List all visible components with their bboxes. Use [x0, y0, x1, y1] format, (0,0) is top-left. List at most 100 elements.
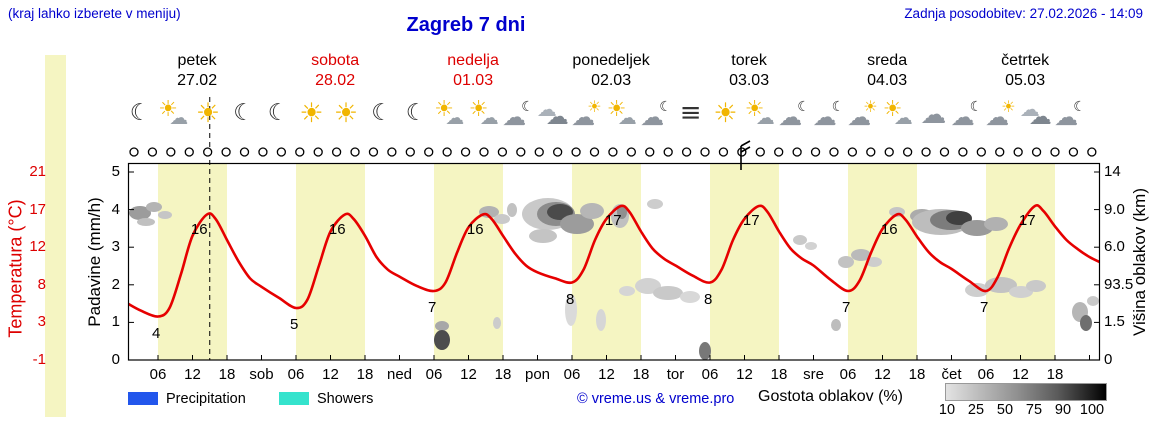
- density-tick: 25: [967, 402, 985, 418]
- cloud-moon-glyph: ☾: [831, 99, 845, 115]
- day-header: nedelja 01.03: [413, 52, 533, 90]
- day-name: ponedeljek: [572, 52, 650, 69]
- temperature-tick: 8: [37, 275, 46, 293]
- moon-glyph: ☾: [233, 100, 254, 126]
- time-tick: 18: [494, 366, 512, 383]
- clouds-glyph: ☁: [536, 97, 557, 121]
- sun-icon: ☀: [709, 99, 745, 135]
- day-date: 05.03: [1005, 72, 1046, 89]
- sun-cloud-icon: ☀ ☁: [433, 99, 469, 135]
- temperature-tick: 21: [29, 163, 46, 180]
- cloud-glyph: ☁: [920, 100, 947, 130]
- moon-icon: ☾: [399, 99, 435, 135]
- density-tick: 50: [996, 402, 1014, 418]
- sun-cloud-glyph: ☀: [468, 97, 489, 122]
- moon-glyph: ☾: [267, 100, 289, 126]
- time-tick: 18: [356, 366, 374, 383]
- density-tick: 75: [1025, 402, 1043, 418]
- cloud-moon-icon: ☾ ☁: [502, 99, 538, 135]
- sun-cloud-glyph: ☀: [606, 97, 627, 122]
- cloud-moon-icon: ☾ ☁: [640, 99, 676, 135]
- sun-glyph: ☀: [195, 98, 220, 129]
- sun-cloud-icon: ☀ ☁: [744, 99, 780, 135]
- day-header: ponedeljek 02.03: [551, 52, 671, 90]
- sun-cloud-icon: ☀ ☁: [468, 99, 504, 135]
- clouds-glyph: ☁: [545, 104, 569, 130]
- moon-icon: ☾: [364, 99, 400, 135]
- time-tick: 18: [770, 366, 788, 383]
- time-tick: 18: [1046, 366, 1064, 383]
- temperature-extreme-label: 17: [742, 212, 760, 229]
- sun-cloud-icon: ☀ ☁: [606, 99, 642, 135]
- temperature-tick: 17: [29, 200, 46, 218]
- day-header: torek 03.03: [689, 52, 809, 90]
- sun-glyph: ☀: [333, 98, 358, 129]
- time-tick: pon: [524, 366, 551, 383]
- cloud-density-legend-label: Gostota oblakov (%): [758, 388, 903, 405]
- time-tick: 06: [701, 366, 719, 383]
- time-tick: 12: [874, 366, 891, 383]
- sun-cloud-glyph: ☁: [445, 107, 465, 129]
- time-tick: 12: [736, 366, 753, 383]
- temperature-tick: -1: [32, 351, 46, 368]
- day-date: 03.03: [729, 72, 770, 89]
- sun-icon: ☀: [192, 99, 228, 135]
- cloud-icon: ☁: [916, 99, 952, 135]
- day-name: torek: [731, 52, 767, 69]
- day-header: sreda 04.03: [827, 52, 947, 90]
- temperature-extreme-label: 5: [290, 316, 299, 333]
- temperature-extreme-label: 4: [152, 324, 161, 342]
- time-tick: tor: [666, 366, 685, 383]
- temperature-extreme-label: 16: [190, 220, 208, 238]
- sun-icon: ☀: [330, 99, 366, 135]
- sun-glyph: ☀: [299, 98, 324, 129]
- day-date: 01.03: [453, 72, 494, 89]
- axis-tick-marks: [128, 171, 1100, 360]
- temperature-extreme-label: 16: [880, 220, 898, 238]
- sun-cloud-icon: ☀ ☁: [157, 99, 193, 135]
- cloud-height-tick: 14: [1104, 163, 1121, 180]
- cloud-moon-glyph: ☁: [502, 103, 527, 131]
- cloud-sun-icon: ☀ ☁: [985, 99, 1021, 135]
- clouds-icon: ☁ ☁: [1020, 99, 1056, 135]
- day-date: 02.03: [591, 72, 632, 89]
- precipitation-tick: 3: [111, 238, 120, 256]
- time-tick: 18: [908, 366, 926, 383]
- time-tick: 18: [632, 366, 650, 383]
- sun-cloud-glyph: ☁: [169, 107, 189, 129]
- temperature-tick: 3: [37, 313, 46, 331]
- menu-hint: (kraj lahko izberete v meniju): [8, 6, 181, 21]
- cloud-moon-glyph: ☾: [1073, 99, 1086, 115]
- time-tick: 12: [1012, 366, 1029, 383]
- temperature-extreme-label: 17: [1018, 212, 1036, 229]
- density-tick: 90: [1054, 402, 1072, 418]
- temperature-tick: 12: [29, 238, 46, 256]
- cloud-moon-glyph: ☾: [969, 99, 983, 115]
- cloud-density-gradient: [945, 383, 1107, 401]
- day-name: sreda: [867, 52, 908, 69]
- time-tick: 12: [598, 366, 615, 383]
- wind-icon: ≡: [675, 99, 711, 135]
- cloud-height-tick: 9.0: [1104, 200, 1125, 218]
- cloud-height-tick: 1.5: [1104, 313, 1125, 331]
- temperature-extreme-label: 7: [842, 299, 851, 316]
- moon-icon: ☾: [261, 99, 297, 135]
- day-name: sobota: [311, 52, 360, 69]
- sun-cloud-glyph: ☁: [755, 107, 775, 129]
- precipitation-tick: 0: [111, 351, 120, 368]
- clouds-glyph: ☁: [1019, 97, 1040, 121]
- sun-glyph: ☀: [713, 98, 738, 129]
- cloud-moon-glyph: ☁: [950, 103, 975, 131]
- time-tick: 06: [149, 366, 167, 383]
- cloud-height-tick: 0: [1104, 351, 1113, 368]
- sun-cloud-glyph: ☀: [744, 97, 765, 122]
- cloud-sun-icon: ☀ ☁: [847, 99, 883, 135]
- time-tick: 12: [460, 366, 477, 383]
- cloud-moon-icon: ☾ ☁: [951, 99, 987, 135]
- time-tick: ned: [386, 366, 413, 383]
- temperature-extreme-label: 16: [328, 220, 346, 238]
- sun-cloud-glyph: ☁: [617, 107, 637, 129]
- credit-link[interactable]: © vreme.us & vreme.pro: [577, 391, 735, 407]
- time-tick: 06: [977, 366, 995, 383]
- sun-cloud-glyph: ☁: [893, 107, 913, 129]
